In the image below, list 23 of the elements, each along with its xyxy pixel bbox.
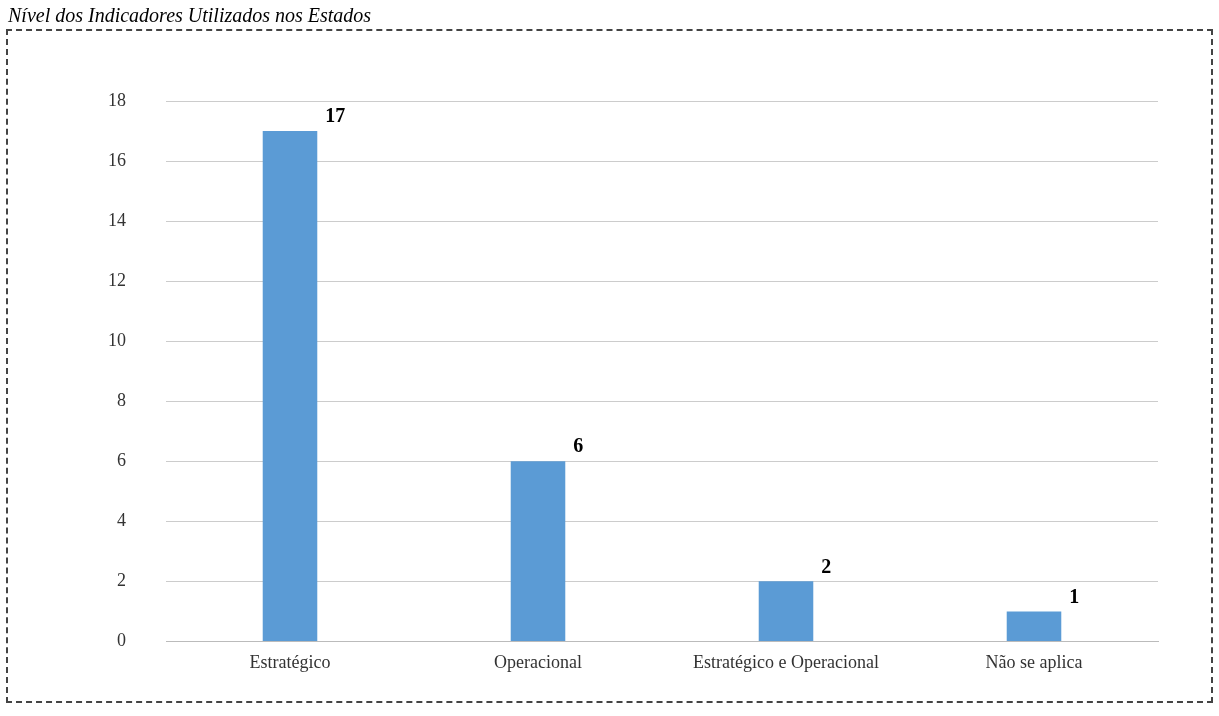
y-tick-label: 14 xyxy=(108,209,126,230)
bar xyxy=(1006,611,1062,641)
data-label: 6 xyxy=(573,434,584,457)
chart-title: Nível dos Indicadores Utilizados nos Estados xyxy=(8,4,373,27)
x-tick-label: Operacional xyxy=(494,651,582,672)
bar xyxy=(262,131,318,641)
y-tick-label: 4 xyxy=(117,510,126,531)
y-tick-label: 2 xyxy=(117,570,126,591)
y-tick-label: 12 xyxy=(108,269,126,290)
y-tick-label: 8 xyxy=(117,389,126,410)
bar xyxy=(758,581,814,641)
x-tick-label: Não se aplica xyxy=(985,651,1083,672)
y-tick-label: 10 xyxy=(108,329,126,350)
data-label: 2 xyxy=(821,554,832,577)
x-tick-label: Estratégico xyxy=(249,651,331,672)
data-label: 1 xyxy=(1069,584,1080,607)
y-tick-label: 0 xyxy=(117,630,126,651)
data-label: 17 xyxy=(325,104,346,127)
y-tick-label: 18 xyxy=(108,89,126,110)
y-tick-label: 16 xyxy=(108,149,126,170)
x-tick-label: Estratégico e Operacional xyxy=(693,651,879,672)
y-tick-label: 6 xyxy=(117,450,126,470)
bar xyxy=(510,461,566,641)
